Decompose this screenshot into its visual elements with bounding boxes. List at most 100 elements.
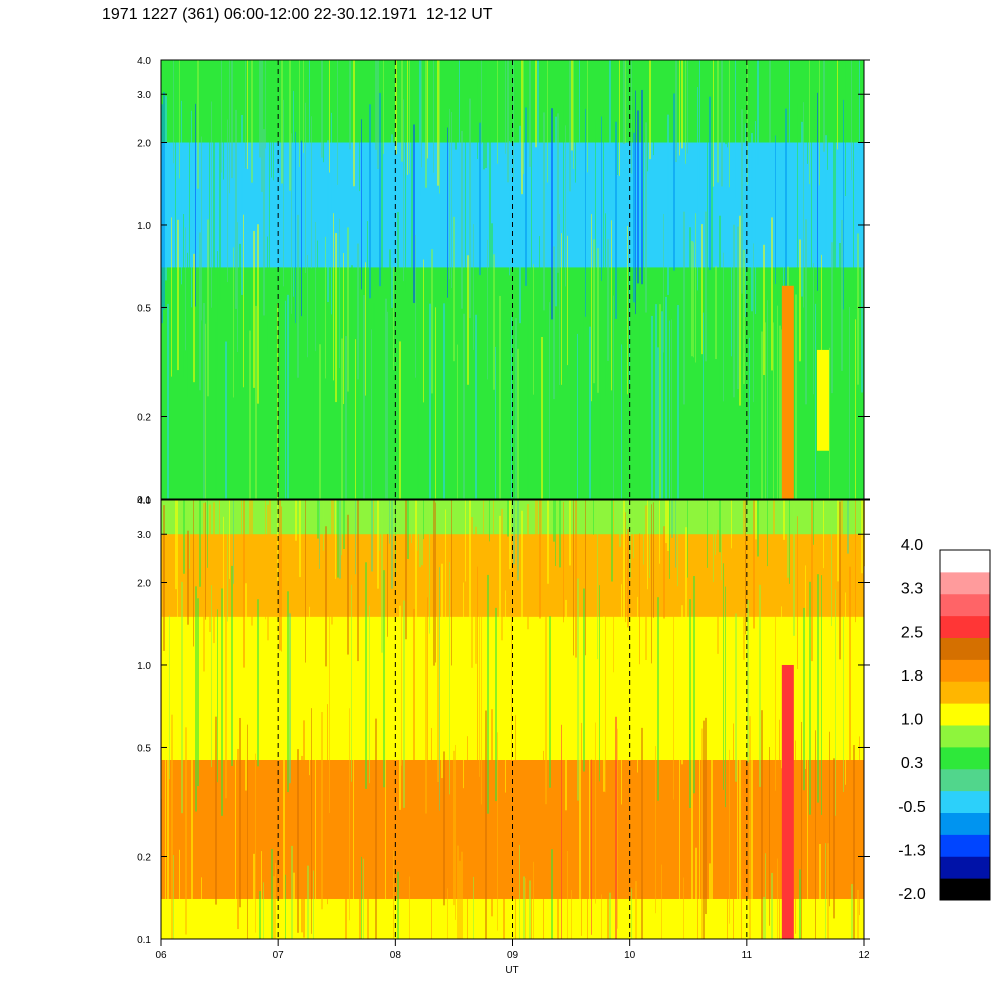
striation [533,264,534,395]
striation [635,90,636,315]
striation [337,60,338,185]
striation [271,60,272,178]
striation [453,216,455,362]
striation [399,341,401,499]
striation [503,303,504,499]
striation [623,60,625,144]
striation [667,114,669,295]
striation [813,500,814,545]
striation [527,504,529,630]
striation [585,500,586,656]
striation [611,500,613,582]
striation [207,219,209,397]
striation [633,500,634,559]
striation [681,60,683,149]
striation [255,753,256,933]
striation [495,346,496,499]
striation [707,118,708,298]
striation [281,60,283,184]
striation [339,218,340,369]
striation [833,129,835,308]
striation [437,60,439,186]
striation [505,590,506,793]
striation [517,348,519,499]
striation [407,500,409,559]
striation [203,303,205,499]
striation [699,60,700,196]
striation [189,500,190,569]
striation [375,60,377,150]
striation-texture [161,500,865,939]
striation [741,859,742,939]
striation [673,93,675,271]
striation [553,500,555,542]
striation [371,329,372,499]
striation [365,262,366,396]
striation [327,140,329,303]
striation [565,599,567,811]
striation [315,705,316,939]
striation [721,500,722,581]
striation [731,246,732,357]
striation [519,125,521,324]
striation [763,244,765,376]
striation [343,253,344,405]
striation [475,314,477,499]
striation [335,500,336,579]
striation [593,239,595,384]
striation [217,251,218,372]
striation [187,530,189,625]
striation [319,344,321,499]
colorbar-tick-label: 1.8 [901,668,923,685]
striation [527,312,529,499]
striation [789,500,790,584]
striation [613,295,614,499]
striation [591,214,592,402]
striation [573,60,574,169]
striation [555,500,556,566]
striation [541,337,543,499]
colorbar-swatch [940,834,990,857]
striation [555,116,557,307]
striation [181,581,183,814]
y-tick-label: 0.5 [137,743,151,754]
striation [505,60,506,154]
striation [715,500,716,555]
striation [461,851,463,939]
striation [751,133,753,312]
striation [559,500,561,568]
striation [817,574,819,803]
striation [327,704,328,905]
striation [493,500,494,573]
striation [455,744,456,920]
striation [609,892,611,939]
striation [525,107,527,286]
y-tick-label: 0.2 [137,853,151,864]
striation [811,89,812,298]
striation [257,599,259,767]
striation [619,60,620,176]
striation [529,60,531,167]
striation [579,60,580,171]
striation [425,586,427,814]
colorbar-tick-label: 1.0 [901,712,923,729]
striation [417,500,418,551]
striation [351,265,353,405]
striation [731,500,732,549]
striation [597,248,599,393]
striation [853,745,855,939]
burst-event [781,285,794,499]
striation [807,714,808,914]
striation [337,500,339,578]
striation [719,215,721,396]
colorbar-swatch [940,681,990,704]
striation [843,616,844,793]
striation [509,500,511,570]
striation [295,500,297,541]
striation [461,130,463,309]
striation [257,224,259,404]
striation [851,884,853,939]
striation [849,307,850,499]
striation [857,889,859,939]
striation [467,255,469,385]
